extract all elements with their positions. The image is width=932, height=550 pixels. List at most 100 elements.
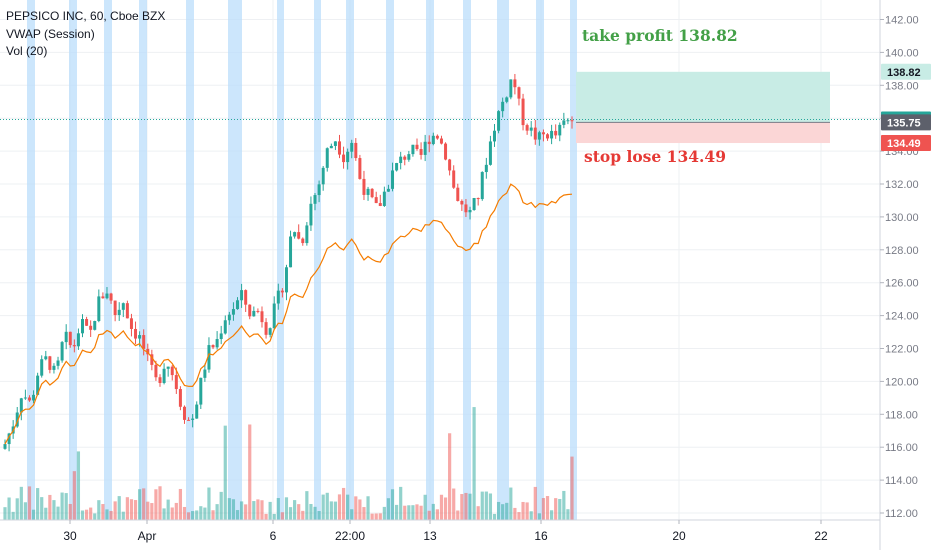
volume-bar [301, 510, 305, 520]
session-band [463, 0, 471, 520]
candle-body [448, 159, 452, 171]
volume-bar [80, 510, 85, 520]
session-band [228, 0, 242, 520]
candle-body [382, 191, 386, 206]
y-tick-label: 114.00 [885, 475, 918, 487]
x-tick-label: 30 [63, 529, 77, 543]
candle-body [431, 135, 435, 145]
volume-bar [3, 507, 7, 520]
candle-body [240, 290, 244, 301]
candle-body [19, 398, 23, 413]
candle-body [256, 310, 260, 312]
volume-bar [231, 499, 236, 520]
volume-bar [550, 510, 554, 520]
session-band [186, 0, 194, 520]
candles [3, 73, 574, 452]
volume-bar [309, 503, 313, 520]
volume-bar [264, 513, 268, 520]
volume-bar [113, 501, 117, 520]
volume-bar [460, 494, 464, 520]
volume-bar [496, 501, 501, 520]
volume-bar [541, 498, 546, 520]
stop-loss-price-label: 134.49 [887, 138, 921, 150]
volume-bar [362, 507, 366, 520]
volume-bar [545, 496, 550, 520]
volume-bar [394, 504, 399, 520]
volume-bar [256, 499, 260, 520]
volume-bar [476, 506, 480, 520]
candle-body [329, 145, 333, 149]
candle-body [411, 144, 415, 155]
volume-bar [488, 493, 493, 520]
volume-bar [358, 499, 362, 520]
volume-bar [390, 489, 395, 520]
volume-bar [142, 488, 146, 520]
candle-body [48, 356, 52, 370]
volume-bar [40, 497, 44, 520]
candle-body [472, 197, 476, 211]
volume-bar [472, 407, 476, 520]
volume-bar [215, 504, 219, 520]
candle-body [150, 354, 154, 365]
volume-bar [456, 510, 460, 520]
candle-body [374, 197, 378, 204]
candle-body [517, 87, 521, 99]
x-tick-label: 6 [270, 529, 277, 543]
candle-body [101, 296, 105, 299]
legend-volume[interactable]: Vol (20) [6, 44, 48, 58]
candle-body [129, 318, 133, 329]
volume-bar [386, 498, 391, 520]
candle-body [541, 132, 545, 135]
stop-loss-annotation[interactable]: stop lose 134.49 [584, 147, 726, 166]
volume-bar [19, 486, 23, 520]
candle-body [554, 130, 558, 136]
candle-body [219, 333, 223, 340]
session-band [314, 0, 321, 520]
session-band [139, 0, 147, 520]
candle-body [492, 130, 496, 142]
candle-body [134, 328, 138, 339]
volume-bar [570, 456, 574, 520]
volume-bar [533, 486, 537, 520]
candle-body [407, 154, 411, 160]
candle-body [505, 97, 509, 102]
take-profit-annotation[interactable]: take profit 138.82 [582, 26, 738, 45]
volume-bar [133, 500, 138, 520]
volume-bar [56, 506, 60, 520]
candle-body [403, 156, 407, 160]
volume-bar [566, 509, 570, 520]
session-band [346, 0, 354, 520]
candle-body [321, 167, 325, 185]
volume-bar [101, 504, 105, 520]
volume-bar [480, 491, 484, 520]
candle-body [342, 154, 346, 163]
candle-body [117, 309, 121, 316]
volume-bar [484, 491, 488, 520]
stop-loss-zone [576, 122, 830, 144]
volume-bar [276, 498, 280, 520]
volume-bar [415, 504, 419, 520]
position-zones[interactable] [576, 71, 830, 144]
volume-bar [48, 494, 52, 520]
candle-body [272, 303, 276, 329]
volume-bar [333, 501, 338, 520]
take-profit-price-label: 138.82 [887, 67, 921, 79]
candle-body [199, 377, 203, 405]
candle-body [244, 290, 248, 305]
candle-body [497, 111, 501, 131]
legend-vwap[interactable]: VWAP (Session) [6, 27, 95, 41]
volume-bar [244, 504, 248, 520]
volume-bar [537, 513, 541, 520]
candle-body [23, 397, 27, 399]
session-band [497, 0, 509, 520]
entry-price-label: 135.75 [887, 117, 921, 129]
candle-body [191, 418, 195, 420]
candle-body [354, 142, 358, 159]
candle-body [317, 184, 321, 196]
session-band [570, 0, 577, 520]
volume-bar [52, 500, 56, 520]
legend-symbol[interactable]: PEPSICO INC, 60, Cboe BZX [6, 9, 166, 23]
volume-bar [227, 498, 231, 520]
volume-bar [36, 488, 40, 520]
